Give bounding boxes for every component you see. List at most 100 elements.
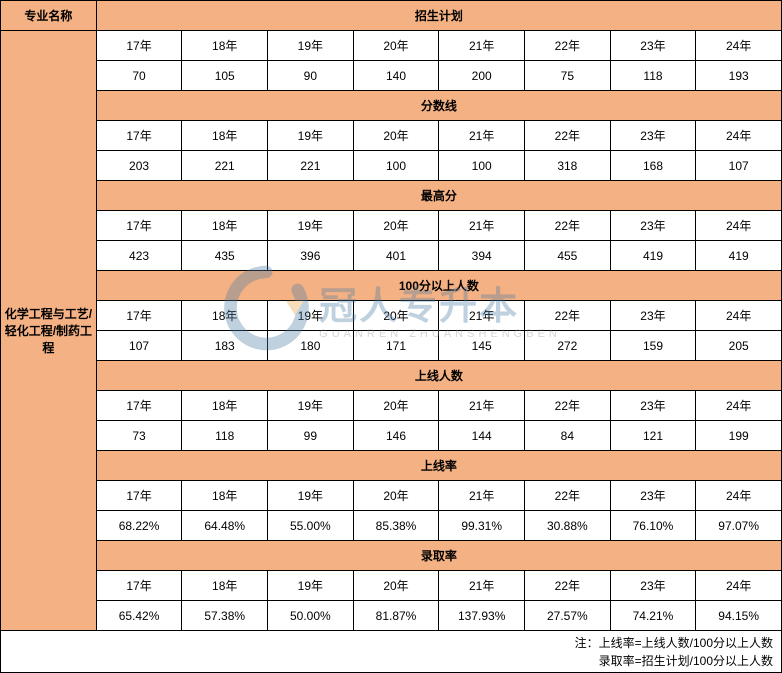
- value-cell: 100: [353, 151, 439, 181]
- year-cell: 20年: [353, 571, 439, 601]
- year-cell: 19年: [268, 211, 354, 241]
- value-row: 73 118 99 146 144 84 121 199: [1, 421, 782, 451]
- year-cell: 22年: [525, 121, 611, 151]
- data-table: 专业名称 招生计划 化学工程与工艺/轻化工程/制药工程 17年 18年 19年 …: [0, 0, 782, 673]
- year-cell: 23年: [610, 391, 696, 421]
- year-row: 17年 18年 19年 20年 21年 22年 23年 24年: [1, 481, 782, 511]
- section-header-row: 录取率: [1, 541, 782, 571]
- value-cell: 137.93%: [439, 601, 525, 631]
- major-name-cell: 化学工程与工艺/轻化工程/制药工程: [1, 31, 97, 631]
- year-cell: 19年: [268, 301, 354, 331]
- year-row: 17年 18年 19年 20年 21年 22年 23年 24年: [1, 571, 782, 601]
- value-cell: 145: [439, 331, 525, 361]
- value-cell: 205: [696, 331, 782, 361]
- value-cell: 30.88%: [525, 511, 611, 541]
- value-cell: 221: [268, 151, 354, 181]
- year-row: 17年 18年 19年 20年 21年 22年 23年 24年: [1, 301, 782, 331]
- section-header-row: 分数线: [1, 91, 782, 121]
- value-cell: 168: [610, 151, 696, 181]
- value-cell: 84: [525, 421, 611, 451]
- year-row: 17年 18年 19年 20年 21年 22年 23年 24年: [1, 211, 782, 241]
- value-cell: 50.00%: [268, 601, 354, 631]
- year-cell: 21年: [439, 571, 525, 601]
- value-cell: 105: [182, 61, 268, 91]
- year-cell: 19年: [268, 481, 354, 511]
- year-row: 17年 18年 19年 20年 21年 22年 23年 24年: [1, 121, 782, 151]
- year-cell: 22年: [525, 211, 611, 241]
- year-cell: 17年: [96, 211, 182, 241]
- value-cell: 272: [525, 331, 611, 361]
- value-row: 423 435 396 401 394 455 419 419: [1, 241, 782, 271]
- year-cell: 18年: [182, 481, 268, 511]
- year-cell: 24年: [696, 301, 782, 331]
- major-header: 专业名称: [1, 1, 97, 31]
- year-cell: 17年: [96, 391, 182, 421]
- value-cell: 140: [353, 61, 439, 91]
- value-cell: 74.21%: [610, 601, 696, 631]
- year-cell: 23年: [610, 571, 696, 601]
- value-cell: 203: [96, 151, 182, 181]
- year-cell: 22年: [525, 301, 611, 331]
- year-cell: 23年: [610, 301, 696, 331]
- year-cell: 19年: [268, 391, 354, 421]
- value-cell: 200: [439, 61, 525, 91]
- year-cell: 24年: [696, 121, 782, 151]
- value-cell: 199: [696, 421, 782, 451]
- value-row: 65.42% 57.38% 50.00% 81.87% 137.93% 27.5…: [1, 601, 782, 631]
- section-header-4: 上线人数: [96, 361, 781, 391]
- year-cell: 17年: [96, 31, 182, 61]
- value-row: 107 183 180 171 145 272 159 205: [1, 331, 782, 361]
- value-cell: 423: [96, 241, 182, 271]
- value-cell: 57.38%: [182, 601, 268, 631]
- year-cell: 21年: [439, 31, 525, 61]
- value-cell: 171: [353, 331, 439, 361]
- value-cell: 27.57%: [525, 601, 611, 631]
- footnote-row: 注：上线率=上线人数/100分以上人数 录取率=招生计划/100分以上人数: [1, 631, 782, 673]
- year-cell: 22年: [525, 391, 611, 421]
- header-row: 专业名称 招生计划: [1, 1, 782, 31]
- year-cell: 17年: [96, 301, 182, 331]
- year-cell: 17年: [96, 121, 182, 151]
- section-header-0: 招生计划: [96, 1, 781, 31]
- value-cell: 99.31%: [439, 511, 525, 541]
- value-cell: 121: [610, 421, 696, 451]
- year-cell: 22年: [525, 571, 611, 601]
- table-body: 专业名称 招生计划 化学工程与工艺/轻化工程/制药工程 17年 18年 19年 …: [1, 1, 782, 673]
- section-header-row: 上线率: [1, 451, 782, 481]
- year-cell: 24年: [696, 571, 782, 601]
- value-cell: 221: [182, 151, 268, 181]
- value-cell: 68.22%: [96, 511, 182, 541]
- footnote-cell: 注：上线率=上线人数/100分以上人数 录取率=招生计划/100分以上人数: [1, 631, 782, 673]
- year-cell: 24年: [696, 391, 782, 421]
- section-header-1: 分数线: [96, 91, 781, 121]
- value-cell: 159: [610, 331, 696, 361]
- value-row: 70 105 90 140 200 75 118 193: [1, 61, 782, 91]
- section-header-row: 最高分: [1, 181, 782, 211]
- year-cell: 21年: [439, 211, 525, 241]
- value-cell: 193: [696, 61, 782, 91]
- year-cell: 20年: [353, 481, 439, 511]
- year-row: 17年 18年 19年 20年 21年 22年 23年 24年: [1, 391, 782, 421]
- year-cell: 20年: [353, 121, 439, 151]
- value-cell: 144: [439, 421, 525, 451]
- year-cell: 24年: [696, 481, 782, 511]
- value-cell: 318: [525, 151, 611, 181]
- year-cell: 24年: [696, 211, 782, 241]
- value-cell: 94.15%: [696, 601, 782, 631]
- value-cell: 97.07%: [696, 511, 782, 541]
- value-cell: 64.48%: [182, 511, 268, 541]
- value-row: 203 221 221 100 100 318 168 107: [1, 151, 782, 181]
- value-cell: 55.00%: [268, 511, 354, 541]
- year-cell: 19年: [268, 571, 354, 601]
- section-header-6: 录取率: [96, 541, 781, 571]
- major-row-start: 化学工程与工艺/轻化工程/制药工程 17年 18年 19年 20年 21年 22…: [1, 31, 782, 61]
- value-cell: 419: [696, 241, 782, 271]
- year-cell: 18年: [182, 121, 268, 151]
- year-cell: 18年: [182, 31, 268, 61]
- year-cell: 23年: [610, 121, 696, 151]
- value-cell: 73: [96, 421, 182, 451]
- value-cell: 90: [268, 61, 354, 91]
- value-cell: 70: [96, 61, 182, 91]
- year-cell: 20年: [353, 211, 439, 241]
- value-cell: 394: [439, 241, 525, 271]
